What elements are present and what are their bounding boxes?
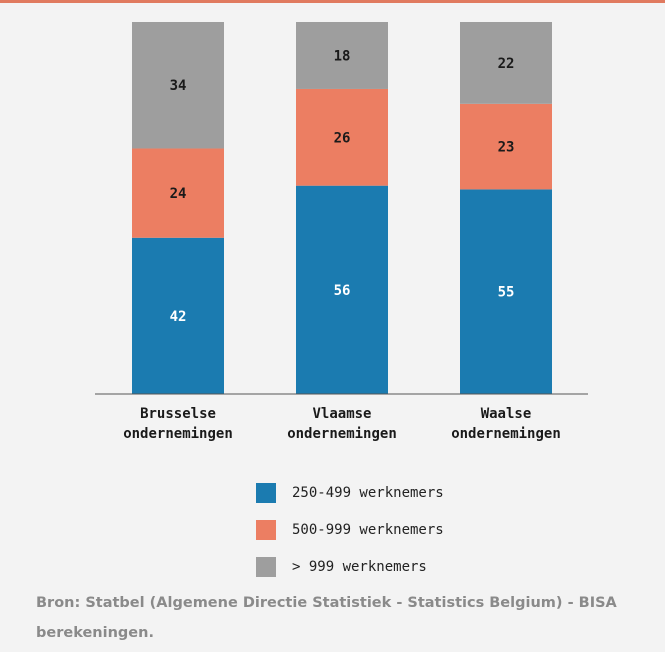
bar-segment (296, 185, 388, 394)
category-label: Brusselse (140, 406, 216, 422)
category-label: ondernemingen (451, 426, 561, 442)
legend: 250-499 werknemers 500-999 werknemers > … (256, 474, 444, 585)
legend-swatch-250-499 (256, 482, 276, 503)
bar-value-label: 34 (170, 78, 187, 94)
legend-swatch-500-999 (256, 519, 276, 540)
legend-item-500-999: 500-999 werknemers (256, 511, 444, 548)
bar-segment (460, 22, 552, 104)
legend-item-999-plus: > 999 werknemers (256, 548, 444, 585)
source-note: Bron: Statbel (Algemene Directie Statist… (36, 595, 617, 641)
bar-segment (460, 103, 552, 190)
bar-value-label: 26 (334, 130, 351, 146)
category-label: ondernemingen (287, 426, 397, 442)
bar-value-label: 42 (170, 309, 187, 325)
bar-value-label: 24 (170, 186, 187, 202)
bar-value-label: 56 (334, 283, 351, 299)
stacked-bar-chart: 42 24 34 Brusselse ondernemingen 56 26 18 Vlaams… (95, 22, 588, 442)
bar-segment (460, 189, 552, 394)
category-label: Vlaamse (312, 406, 371, 422)
bar-segment (296, 22, 388, 89)
category-label: ondernemingen (123, 426, 233, 442)
top-accent-line (0, 0, 665, 3)
bar-segment (132, 22, 224, 149)
legend-label-999-plus: > 999 werknemers (292, 558, 427, 575)
bar-value-label: 23 (498, 140, 515, 156)
category-label: Waalse (481, 406, 532, 422)
bar-value-label: 18 (334, 48, 351, 64)
legend-label-250-499: 250-499 werknemers (292, 484, 444, 501)
bar-segment (132, 148, 224, 238)
legend-item-250-499: 250-499 werknemers (256, 474, 444, 511)
bar-segment (296, 88, 388, 186)
legend-swatch-999-plus (256, 556, 276, 577)
bar-segment (132, 237, 224, 394)
bar-value-label: 55 (498, 285, 515, 301)
legend-label-500-999: 500-999 werknemers (292, 521, 444, 538)
bar-value-label: 22 (498, 56, 515, 72)
